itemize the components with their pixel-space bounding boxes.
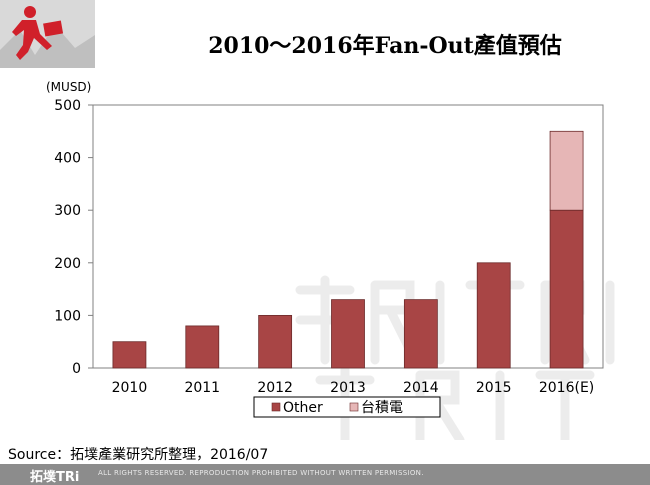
footer-copyright: ALL RIGHTS RESERVED. REPRODUCTION PROHIB… <box>98 469 424 477</box>
bar-other-2014 <box>403 299 438 369</box>
bar-other-2016(E) <box>549 209 584 369</box>
source-note: Source：拓墣產業研究所整理，2016/07 <box>8 447 269 463</box>
y-tick-label: 300 <box>54 203 81 219</box>
page-title: 2010～2016年Fan-Out產值預估 <box>208 33 562 59</box>
x-tick-label: 2013 <box>330 380 366 396</box>
x-tick-label: 2011 <box>184 380 220 396</box>
y-axis-label: (MUSD) <box>46 80 91 94</box>
bar-other-2013 <box>331 299 365 369</box>
logo-icon <box>0 0 95 68</box>
y-tick-label: 0 <box>72 361 81 377</box>
y-tick-label: 200 <box>54 256 81 272</box>
x-tick-label: 2010 <box>112 380 148 396</box>
legend-box <box>253 396 441 418</box>
footer-brand: 拓墣TRi <box>30 470 80 485</box>
x-tick-label: 2012 <box>257 380 293 396</box>
bar-other-2011 <box>185 325 220 369</box>
bar-tsmc-2016(E) <box>549 130 584 211</box>
x-tick-label: 2015 <box>476 380 512 396</box>
legend-swatch-other <box>271 402 281 412</box>
x-tick-label: 2014 <box>403 380 439 396</box>
y-tick-label: 400 <box>54 151 81 167</box>
legend-label-tsmc: 台積電 <box>361 400 403 416</box>
y-tick-label: 100 <box>54 308 81 324</box>
bar-other-2010 <box>112 341 147 369</box>
y-tick-label: 500 <box>54 98 81 114</box>
legend-swatch-tsmc <box>349 402 359 412</box>
footer-bar: 拓墣TRi ALL RIGHTS RESERVED. REPRODUCTION … <box>0 464 650 485</box>
x-tick-label: 2016(E) <box>539 380 594 396</box>
legend-label-other: Other <box>283 400 323 416</box>
bar-other-2015 <box>476 262 511 369</box>
bar-other-2012 <box>258 314 293 369</box>
chart: (MUSD) 0 100 200 300 400 500 2010 2011 2012 2013 2… <box>46 80 604 418</box>
